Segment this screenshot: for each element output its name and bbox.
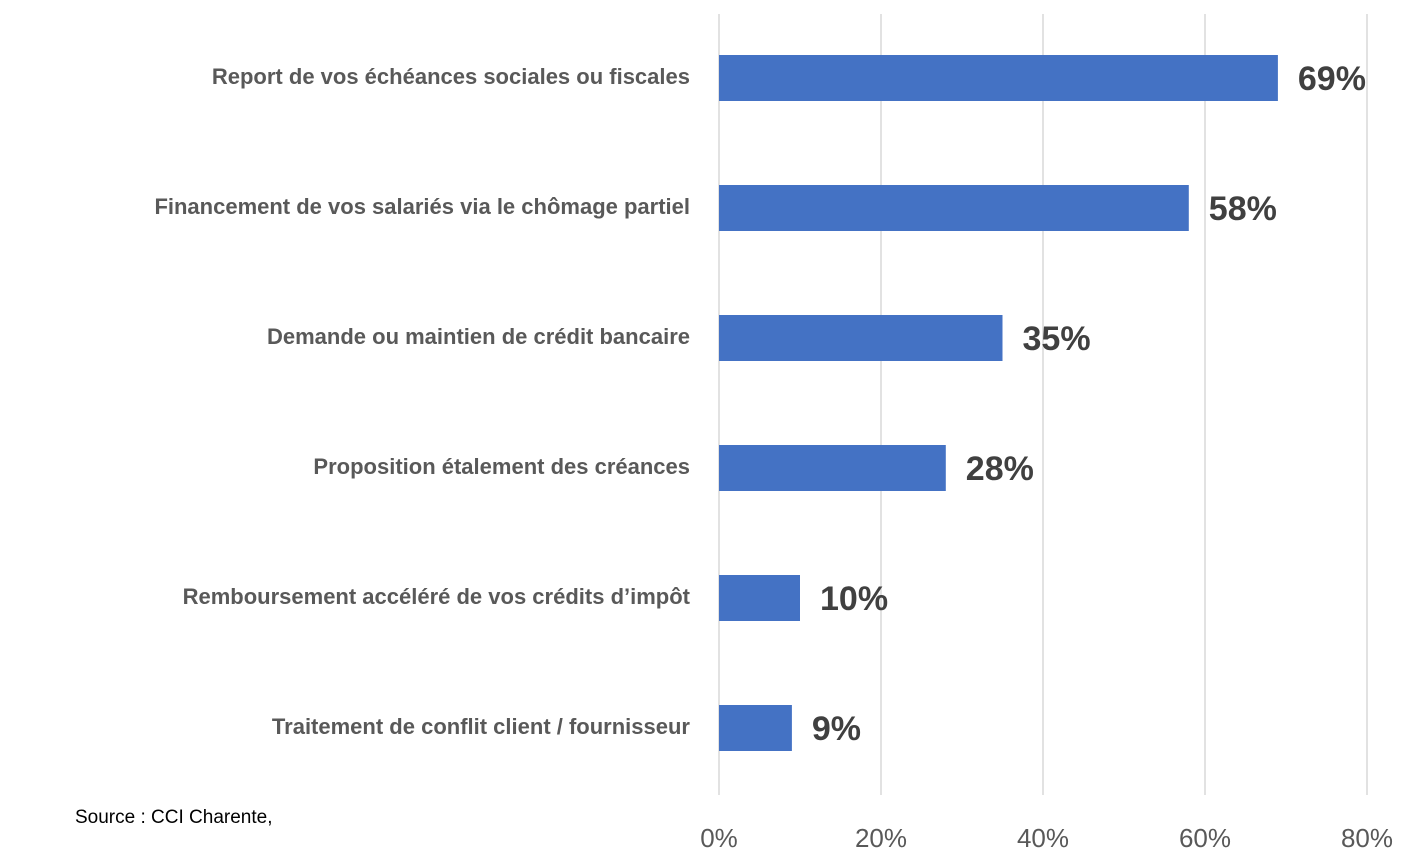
value-label: 69% (1298, 60, 1366, 98)
category-label: Proposition étalement des créances (313, 454, 690, 479)
bar (719, 315, 1003, 361)
value-label: 28% (966, 450, 1034, 488)
category-label: Remboursement accéléré de vos crédits d’… (183, 584, 691, 609)
category-label: Demande ou maintien de crédit bancaire (267, 324, 690, 349)
x-tick-label: 80% (1341, 823, 1393, 853)
bar (719, 55, 1278, 101)
category-label: Report de vos échéances sociales ou fisc… (212, 64, 690, 89)
bar (719, 185, 1189, 231)
x-tick-label: 0% (700, 823, 738, 853)
bar (719, 705, 792, 751)
category-label: Financement de vos salariés via le chôma… (154, 194, 690, 219)
bar (719, 445, 946, 491)
value-label: 35% (1023, 320, 1091, 358)
value-label: 10% (820, 580, 888, 618)
bar (719, 575, 800, 621)
value-label: 9% (812, 710, 861, 748)
value-label: 58% (1209, 190, 1277, 228)
x-tick-label: 40% (1017, 823, 1069, 853)
x-tick-label: 60% (1179, 823, 1231, 853)
x-tick-label: 20% (855, 823, 907, 853)
category-label: Traitement de conflit client / fournisse… (272, 714, 691, 739)
source-note: Source : CCI Charente, (75, 807, 272, 828)
